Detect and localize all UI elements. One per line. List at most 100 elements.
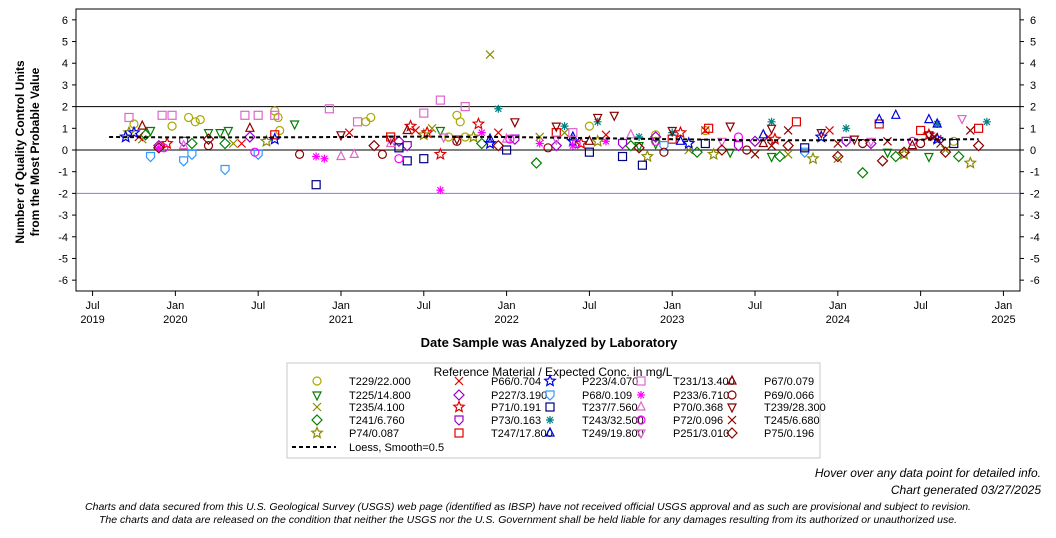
data-point <box>179 156 189 167</box>
data-point <box>700 125 710 136</box>
data-point <box>368 139 380 152</box>
data-point <box>253 149 263 161</box>
data-point <box>535 139 544 148</box>
data-point <box>455 117 465 127</box>
data-point <box>436 186 445 195</box>
data-point <box>767 117 776 126</box>
data-point <box>124 112 134 123</box>
data-point <box>259 134 274 148</box>
legend-marker <box>546 416 554 424</box>
legend-marker <box>727 374 737 385</box>
data-point <box>758 137 769 148</box>
data-point <box>154 143 163 152</box>
data-point <box>816 129 827 139</box>
data-point <box>493 128 503 138</box>
legend-label: P75/0.196 <box>764 428 814 440</box>
data-point <box>492 139 505 152</box>
data-point <box>800 143 810 153</box>
legend-label: T245/6.680 <box>764 415 820 427</box>
data-point <box>865 137 876 148</box>
data-point <box>716 144 728 156</box>
legend-marker <box>543 373 557 387</box>
data-point <box>640 149 655 163</box>
data-point <box>742 145 752 155</box>
data-point <box>667 126 678 137</box>
data-point <box>244 121 255 132</box>
y-tick-label-left: -2 <box>58 188 68 200</box>
y-tick-label-right: -2 <box>1030 188 1040 200</box>
data-point <box>402 156 412 166</box>
legend-label: T235/4.100 <box>349 402 405 414</box>
data-point <box>783 149 793 159</box>
data-point <box>749 135 761 148</box>
y-tick-label-left: 1 <box>62 123 68 135</box>
legend-marker <box>636 376 646 386</box>
data-point <box>433 147 448 161</box>
data-point <box>874 113 885 124</box>
legend-label: P72/0.096 <box>673 415 723 427</box>
disclaimer-line-1: Charts and data secured from this U.S. G… <box>85 501 971 513</box>
data-point <box>385 137 396 148</box>
legend-marker <box>545 390 555 401</box>
data-point <box>907 139 918 150</box>
x-tick-label: Jul <box>251 300 265 312</box>
legend-loess-label: Loess, Smooth=0.5 <box>349 442 444 454</box>
y-tick-label-right: 0 <box>1030 145 1036 157</box>
data-point <box>574 136 588 150</box>
legend-marker <box>454 415 464 426</box>
y-tick-label-left: 2 <box>62 102 68 114</box>
data-point <box>366 112 376 123</box>
legend-label: P223/4.070 <box>582 376 638 388</box>
data-point <box>270 110 280 120</box>
data-point <box>841 136 851 148</box>
data-point <box>466 129 481 143</box>
data-point <box>700 126 710 135</box>
y-tick-label-left: -1 <box>58 167 68 179</box>
y-tick-label-right: -1 <box>1030 167 1040 179</box>
data-point <box>766 124 777 135</box>
qc-chart: -6 -6 -5 -5 -4 -4 -3 -3 -2 -2 -1 -1 0 0 1 1 2 2 3 3 4 4 5 5 6 6 Ju… <box>13 8 1040 459</box>
y-tick-label-right: 1 <box>1030 123 1036 135</box>
data-point <box>195 115 205 125</box>
data-point <box>311 180 321 190</box>
plot-area: -6 -6 -5 -5 -4 -4 -3 -3 -2 -2 -1 -1 0 0 1 1 2 2 3 3 4 4 5 5 6 6 Ju… <box>58 8 1040 326</box>
legend-marker <box>727 390 737 400</box>
legend-marker <box>312 376 322 386</box>
legend-marker <box>454 428 464 438</box>
loess-line <box>109 135 979 142</box>
legend-title: Reference Material / Expected Conc. in m… <box>434 365 673 379</box>
legend-label: T249/19.800 <box>582 428 644 440</box>
y-tick-label-right: 2 <box>1030 102 1036 114</box>
legend-label: T243/32.500 <box>582 415 644 427</box>
y-tick-label-right: -6 <box>1030 275 1040 287</box>
data-point <box>253 110 263 120</box>
x-tick-label: Jan <box>498 300 516 312</box>
legend-label: P69/0.066 <box>764 390 814 402</box>
y-tick-label-left: -3 <box>58 210 68 222</box>
data-point <box>651 136 661 146</box>
data-point <box>485 132 496 143</box>
data-point <box>312 152 321 161</box>
data-point <box>590 134 605 148</box>
data-point <box>394 154 404 164</box>
data-point <box>167 110 177 120</box>
data-point <box>377 149 387 159</box>
data-point <box>186 137 198 150</box>
data-point <box>190 117 200 127</box>
y-tick-label-left: 0 <box>62 145 68 157</box>
x-tick-label: Jan <box>663 300 681 312</box>
data-point <box>783 126 793 135</box>
data-point <box>923 152 934 163</box>
data-point <box>982 117 991 126</box>
x-tick-year-label: 2023 <box>660 314 684 326</box>
data-point <box>509 118 520 129</box>
data-point <box>856 166 869 179</box>
legend-label: P66/0.704 <box>491 376 541 388</box>
legend-marker <box>545 402 555 412</box>
legend-marker <box>636 429 646 440</box>
y-axis-title-line2: from the Most Probable Value <box>28 67 42 236</box>
legend-label: T241/6.760 <box>349 415 405 427</box>
y-tick-label-left: 4 <box>62 58 68 70</box>
data-point <box>289 120 300 131</box>
data-point <box>767 141 777 151</box>
